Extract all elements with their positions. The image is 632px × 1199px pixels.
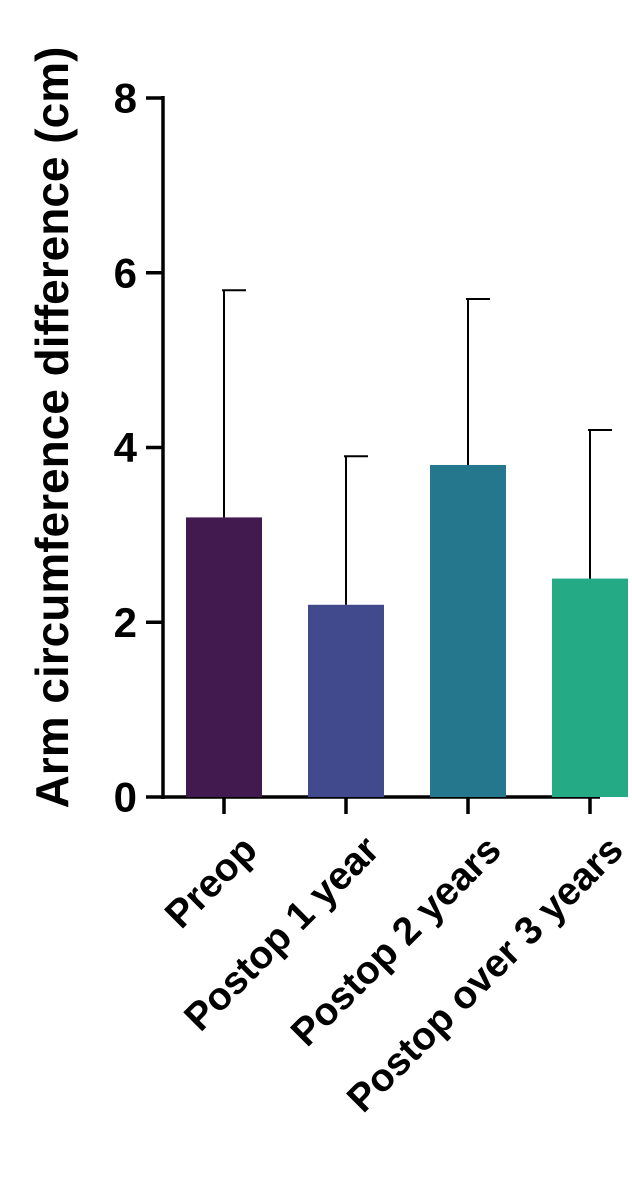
y-ticks: 0 2 4 6 8 — [114, 75, 163, 821]
error-bars — [222, 289, 612, 605]
y-tick-label: 0 — [114, 774, 137, 821]
y-tick-label: 8 — [114, 75, 137, 122]
y-axis-title-group: Arm circumference difference (cm) — [26, 47, 78, 809]
y-tick-label: 6 — [114, 249, 137, 296]
bar — [552, 578, 628, 797]
y-tick-label: 2 — [114, 599, 137, 646]
bar — [186, 517, 262, 797]
x-tick-label: Postop 2 years — [283, 828, 510, 1055]
bar — [430, 464, 506, 797]
y-axis-title: Arm circumference difference (cm) — [26, 47, 78, 809]
bars — [186, 464, 628, 797]
x-tick-label: Preop — [157, 828, 266, 937]
y-tick-label: 4 — [114, 424, 138, 471]
bar — [308, 604, 384, 797]
